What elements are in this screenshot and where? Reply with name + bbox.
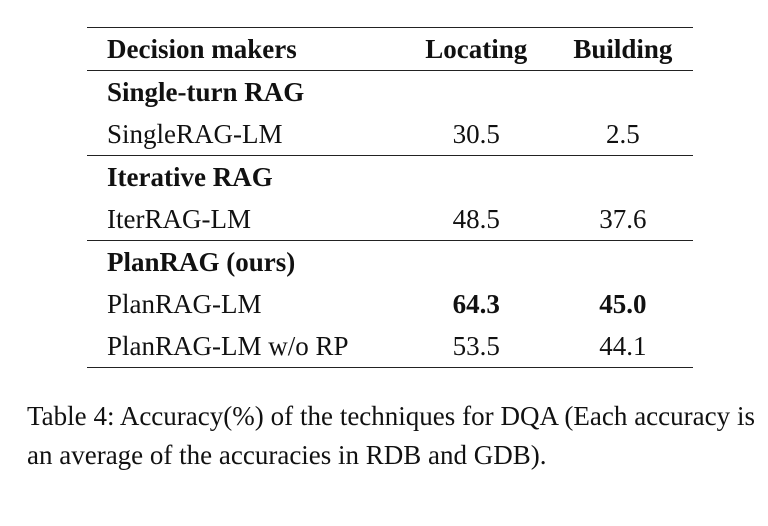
row-locating-value: 53.5 [452,330,500,361]
table-row: SingleRAG-LM 30.5 2.5 [87,113,693,156]
row-name: PlanRAG-LM [107,288,262,319]
header-locating: Locating [425,33,528,64]
row-building-value: 2.5 [605,118,640,149]
table-caption: Table 4: Accuracy(%) of the techniques f… [27,401,755,470]
row-locating-value-best: 64.3 [452,288,500,319]
table-header-row: Decision makers Locating Building [87,27,693,71]
group-heading-row: Iterative RAG [87,155,693,199]
group-title-planrag-ours: PlanRAG (ours) [107,246,296,277]
row-locating-value: 48.5 [452,203,500,234]
row-building-value-best: 45.0 [599,288,647,319]
group-title-iterative-rag: Iterative RAG [107,161,273,192]
row-building-value: 37.6 [599,203,647,234]
group-title-single-turn-rag: Single-turn RAG [107,76,305,107]
table-row: PlanRAG-LM w/o RP 53.5 44.1 [87,325,693,368]
table-row: PlanRAG-LM 64.3 45.0 [87,283,693,325]
header-building: Building [573,33,673,64]
header-decision-makers: Decision makers [107,33,297,64]
group-heading-row: Single-turn RAG [87,71,693,114]
row-locating-value: 30.5 [452,118,500,149]
row-name: PlanRAG-LM w/o RP [107,330,349,361]
group-heading-row: PlanRAG (ours) [87,240,693,284]
row-name: SingleRAG-LM [107,118,283,149]
results-table: Decision makers Locating Building Single… [87,27,693,368]
results-table-container: Decision makers Locating Building Single… [87,27,693,368]
table-row: IterRAG-LM 48.5 37.6 [87,198,693,241]
row-name: IterRAG-LM [107,203,251,234]
row-building-value: 44.1 [599,330,647,361]
